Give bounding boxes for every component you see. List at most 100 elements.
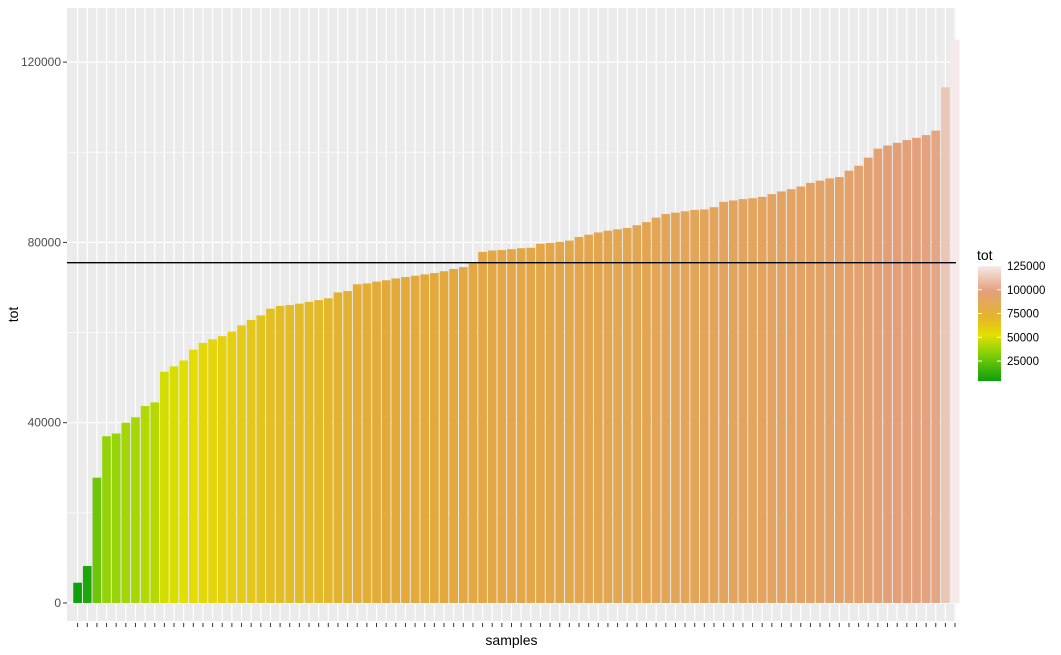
bar	[92, 477, 102, 603]
bar	[304, 301, 314, 603]
bar	[728, 200, 738, 603]
bar	[825, 178, 835, 603]
bar	[815, 180, 825, 603]
bar	[767, 194, 777, 603]
bar	[111, 433, 121, 603]
bar	[806, 182, 815, 603]
bar	[584, 234, 593, 603]
bar	[449, 268, 458, 603]
bar	[246, 319, 256, 603]
bar	[208, 339, 217, 603]
bar	[410, 275, 420, 603]
bar	[362, 283, 372, 603]
bar	[661, 213, 671, 603]
x-axis-title: samples	[485, 632, 537, 648]
bar	[574, 236, 584, 603]
bar	[352, 284, 362, 603]
bar	[709, 207, 719, 603]
bar	[102, 436, 111, 603]
bar	[565, 240, 574, 603]
bar	[140, 405, 150, 603]
bar	[883, 145, 892, 603]
bar	[372, 281, 381, 603]
legend-ticks: 125000 100000 75000 50000 25000	[978, 261, 1045, 368]
bar	[622, 227, 632, 603]
bar	[478, 251, 487, 603]
bars	[73, 39, 960, 603]
bar	[786, 189, 796, 603]
bar	[343, 291, 352, 603]
bar	[671, 212, 680, 603]
legend-label: 50000	[1007, 332, 1039, 344]
bar	[266, 308, 275, 603]
bar	[275, 305, 285, 603]
bar	[757, 196, 767, 603]
bar	[439, 271, 449, 603]
bar	[333, 292, 343, 603]
bar	[323, 298, 333, 603]
bar	[941, 87, 950, 603]
bar	[632, 225, 642, 603]
y-tick-label: 40000	[28, 416, 62, 430]
bar	[902, 140, 912, 603]
y-tick-label: 120000	[21, 55, 61, 69]
legend-title: tot	[977, 247, 993, 263]
bar	[73, 582, 82, 603]
bar	[931, 130, 941, 603]
bar	[863, 157, 873, 603]
bar	[873, 148, 883, 603]
bar	[256, 315, 266, 603]
bar	[295, 303, 304, 603]
bar	[777, 191, 786, 603]
bar	[82, 566, 92, 603]
bar	[237, 325, 246, 603]
bar	[921, 135, 931, 603]
bar	[593, 232, 603, 603]
legend: tot 125000 100000 75000 50000 25000	[977, 247, 1045, 381]
bar	[796, 186, 806, 603]
bar	[603, 230, 613, 603]
bar	[314, 300, 323, 603]
legend-colorbar	[978, 266, 1001, 381]
bar	[169, 366, 179, 603]
y-tick-label: 80000	[28, 235, 62, 249]
bar	[738, 199, 748, 603]
bar	[545, 242, 555, 603]
bar	[487, 250, 497, 603]
bar	[613, 229, 622, 603]
legend-label: 125000	[1007, 261, 1045, 273]
bar	[950, 39, 960, 603]
x-axis-ticks	[77, 623, 956, 627]
bar	[748, 198, 757, 603]
bar	[217, 336, 227, 603]
bar	[198, 342, 208, 603]
bar	[507, 249, 516, 603]
y-tick-label: 0	[54, 596, 61, 610]
bar	[188, 349, 198, 603]
bar	[391, 278, 401, 603]
bar	[401, 277, 410, 603]
legend-label: 100000	[1007, 285, 1045, 297]
legend-label: 25000	[1007, 356, 1039, 368]
bar	[680, 211, 690, 603]
bar	[892, 142, 902, 603]
bar	[516, 248, 526, 603]
bar	[121, 422, 131, 603]
bar	[430, 273, 439, 603]
y-axis: 0 40000 80000 120000	[21, 55, 67, 610]
bar	[719, 201, 728, 603]
bar	[285, 305, 295, 603]
bar	[227, 331, 237, 603]
bar	[497, 250, 507, 603]
bar	[651, 217, 661, 603]
bar	[854, 165, 863, 603]
y-axis-title: tot	[5, 307, 21, 323]
bar	[536, 243, 545, 603]
legend-label: 75000	[1007, 309, 1039, 321]
bar	[131, 417, 140, 603]
bar	[150, 402, 160, 603]
bar	[381, 280, 391, 603]
bar	[844, 170, 854, 603]
bar	[834, 177, 844, 603]
